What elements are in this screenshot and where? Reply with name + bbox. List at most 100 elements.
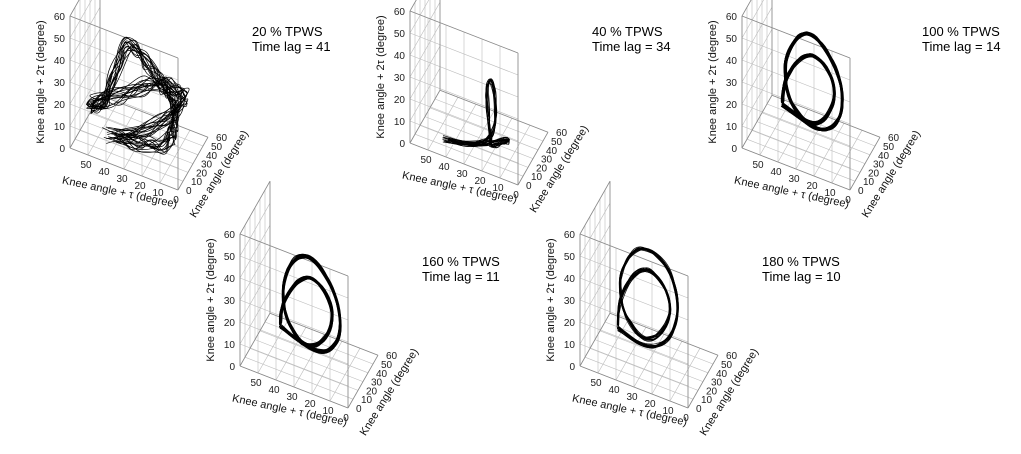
z-tick-label: 40 [394,51,406,62]
x-tick-label: 30 [626,392,638,403]
x-tick-label: 40 [98,167,110,178]
panel-title: 20 % TPWS [252,24,323,39]
y-tick-label: 40 [878,151,890,162]
z-tick-label: 10 [726,122,738,133]
z-tick-label: 0 [731,144,737,155]
z-tick-label: 40 [726,56,738,67]
frame-edge [69,15,179,59]
frame-edge [239,233,349,277]
y-tick-label: 50 [381,360,393,371]
grid-line [599,330,709,374]
x-tick-label: 30 [116,174,128,185]
x-tick-label: 10 [824,188,836,199]
grid-line [766,103,876,147]
x-tick-label: 0 [513,190,519,201]
trajectory-cycle [781,33,844,129]
grid-line [244,356,354,400]
frame-edge [517,132,549,186]
panel-4: 0102030405001020304050600102030405060Kne… [205,181,500,438]
x-tick-label: 50 [752,160,764,171]
grid-line [761,112,871,156]
time-lag-label: Time lag = 11 [422,269,500,284]
frame-edge [409,0,417,12]
trajectory-cycle [280,255,342,354]
x-tick-label: 20 [644,399,656,410]
z-tick-label: 0 [59,144,65,155]
frame-edge [687,355,719,409]
z-tick-label: 0 [399,139,405,150]
x-tick-label: 10 [662,406,674,417]
y-tick-label: 60 [216,133,228,144]
time-lag-label: Time lag = 14 [922,39,1001,54]
frame-edge [849,137,881,191]
x-tick-label: 20 [474,176,486,187]
x-tick-label: 20 [806,181,818,192]
x-tick-label: 0 [173,195,179,206]
z-tick-label: 0 [569,362,575,373]
frame-edge [741,95,773,149]
frame-edge [741,0,752,17]
y-tick-label: 50 [551,137,563,148]
y-tick-label: 20 [706,386,718,397]
frame-edge [177,137,209,191]
z-tick-label: 30 [564,296,576,307]
y-tick-label: 20 [868,168,880,179]
y-tick-label: 0 [858,186,864,197]
grid-line [589,348,699,391]
x-tick-label: 20 [304,399,316,410]
x-tick-label: 50 [250,378,262,389]
z-tick-label: 60 [224,230,236,241]
z-tick-label: 10 [394,117,406,128]
y-tick-label: 0 [186,186,192,197]
z-tick-label: 10 [54,122,66,133]
grid-line [94,103,204,147]
z-axis-label: Knee angle + 2τ (degree) [205,238,217,361]
trajectory-cycle [442,81,509,147]
frame-edge [239,313,271,367]
z-tick-label: 40 [224,274,236,285]
y-tick-label: 50 [883,142,895,153]
z-tick-label: 20 [564,318,576,329]
z-tick-label: 50 [224,252,236,263]
x-tick-label: 40 [608,385,620,396]
grid-line [584,356,694,400]
y-tick-label: 20 [366,386,378,397]
y-tick-label: 10 [701,395,713,406]
x-tick-label: 30 [286,392,298,403]
frame-edge [741,147,851,191]
frame-edge [69,147,179,191]
x-tick-label: 0 [343,413,349,424]
grid-line [254,339,364,382]
z-tick-label: 10 [224,340,236,351]
frame-edge [579,365,689,409]
trajectory-cycle [279,256,342,353]
z-tick-label: 50 [726,34,738,45]
x-tick-label: 40 [268,385,280,396]
time-lag-label: Time lag = 34 [592,39,671,54]
panel-title: 40 % TPWS [592,24,663,39]
y-tick-label: 10 [531,172,543,183]
grid-line [74,138,184,182]
frame-edge [579,181,611,235]
frame-edge [409,142,519,186]
trajectory-cycle [91,43,186,150]
z-axis-label: Knee angle + 2τ (degree) [375,15,387,138]
y-tick-label: 40 [376,369,388,380]
frame-edge [409,10,519,54]
y-tick-label: 0 [526,181,532,192]
grid-line [751,130,861,173]
z-tick-label: 50 [394,29,406,40]
x-tick-label: 40 [770,167,782,178]
x-tick-label: 20 [134,181,146,192]
z-tick-label: 60 [726,12,738,23]
panel-1: 0102030405001020304050600102030405060Kne… [35,0,331,220]
z-tick-label: 20 [54,100,66,111]
z-tick-label: 50 [54,34,66,45]
x-tick-label: 10 [152,188,164,199]
frame-edge [347,355,379,409]
panel-title: 100 % TPWS [922,24,1000,39]
y-tick-label: 40 [546,146,558,157]
z-tick-label: 30 [394,73,406,84]
x-tick-label: 50 [80,160,92,171]
